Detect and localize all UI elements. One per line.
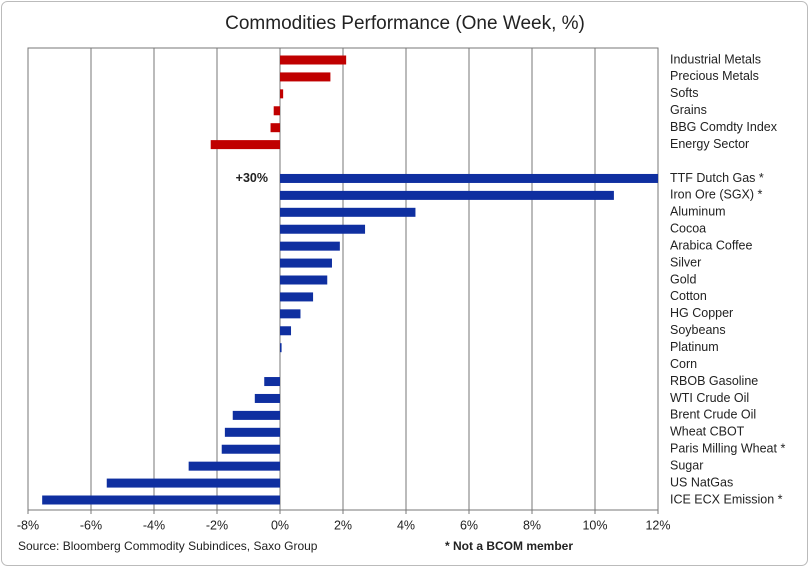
chart-title: Commodities Performance (One Week, %) [225,13,585,34]
x-tick-label: -2% [206,518,228,532]
x-tick-label: 12% [645,518,670,532]
bar [224,427,280,437]
bar [254,393,280,403]
y-tick-label: Grains [670,103,707,117]
y-tick-label: Industrial Metals [670,52,761,66]
y-tick-label: Soybeans [670,323,726,337]
bar [280,55,347,65]
y-tick-label: WTI Crude Oil [670,391,749,405]
x-tick-label: 4% [397,518,415,532]
y-tick-label: Aluminum [670,205,726,219]
x-tick-label: 8% [523,518,541,532]
y-tick-label: Paris Milling Wheat * [670,442,785,456]
y-tick-label: Wheat CBOT [670,425,745,439]
bar [232,410,280,420]
y-tick-label: Silver [670,255,701,269]
y-tick-label: Precious Metals [670,69,759,83]
y-tick-label: Iron Ore (SGX) * [670,188,763,202]
bar [280,190,614,200]
x-tick-label: 2% [334,518,352,532]
bar [221,444,280,454]
y-tick-label: Gold [670,272,696,286]
y-tick-label: Energy Sector [670,137,749,151]
x-tick-label: -6% [80,518,102,532]
x-tick-label: 6% [460,518,478,532]
bar [280,89,284,99]
bar [264,377,280,387]
y-tick-label: Cotton [670,289,707,303]
bar [188,461,280,471]
y-tick-label: TTF Dutch Gas * [670,171,764,185]
x-tick-label: 0% [271,518,289,532]
bar [270,123,280,133]
y-tick-label: Softs [670,86,699,100]
y-tick-label: HG Copper [670,306,733,320]
x-tick-label: -4% [143,518,165,532]
y-tick-label: US NatGas [670,475,733,489]
bar [280,241,340,251]
x-tick-label: 10% [582,518,607,532]
plot-border [27,47,659,511]
bar [280,292,314,302]
bar [42,495,280,505]
bar [280,72,331,82]
bar [273,106,280,116]
y-tick-label: Cocoa [670,222,706,236]
y-tick-label: BBG Comdty Index [670,120,778,134]
bar [280,326,292,336]
source: Source: Bloomberg Commodity Subindices, … [18,539,318,553]
y-tick-label: ICE ECX Emission * [670,492,783,506]
x-tick-label: -8% [17,518,39,532]
y-tick-label: Corn [670,357,697,371]
bar [280,207,416,217]
bar [280,275,328,285]
bar [280,309,301,319]
y-tick-label: RBOB Gasoline [670,374,758,388]
bar [280,343,282,353]
bar [106,478,280,488]
y-tick-label: Arabica Coffee [670,238,753,252]
y-tick-label: Brent Crude Oil [670,408,756,422]
note: * Not a BCOM member [445,539,573,553]
bar [280,258,332,268]
bar [280,224,366,234]
bar [280,173,658,183]
y-tick-label: Sugar [670,458,703,472]
bar [210,140,280,150]
annotation: +30% [236,171,268,185]
y-tick-label: Platinum [670,340,719,354]
